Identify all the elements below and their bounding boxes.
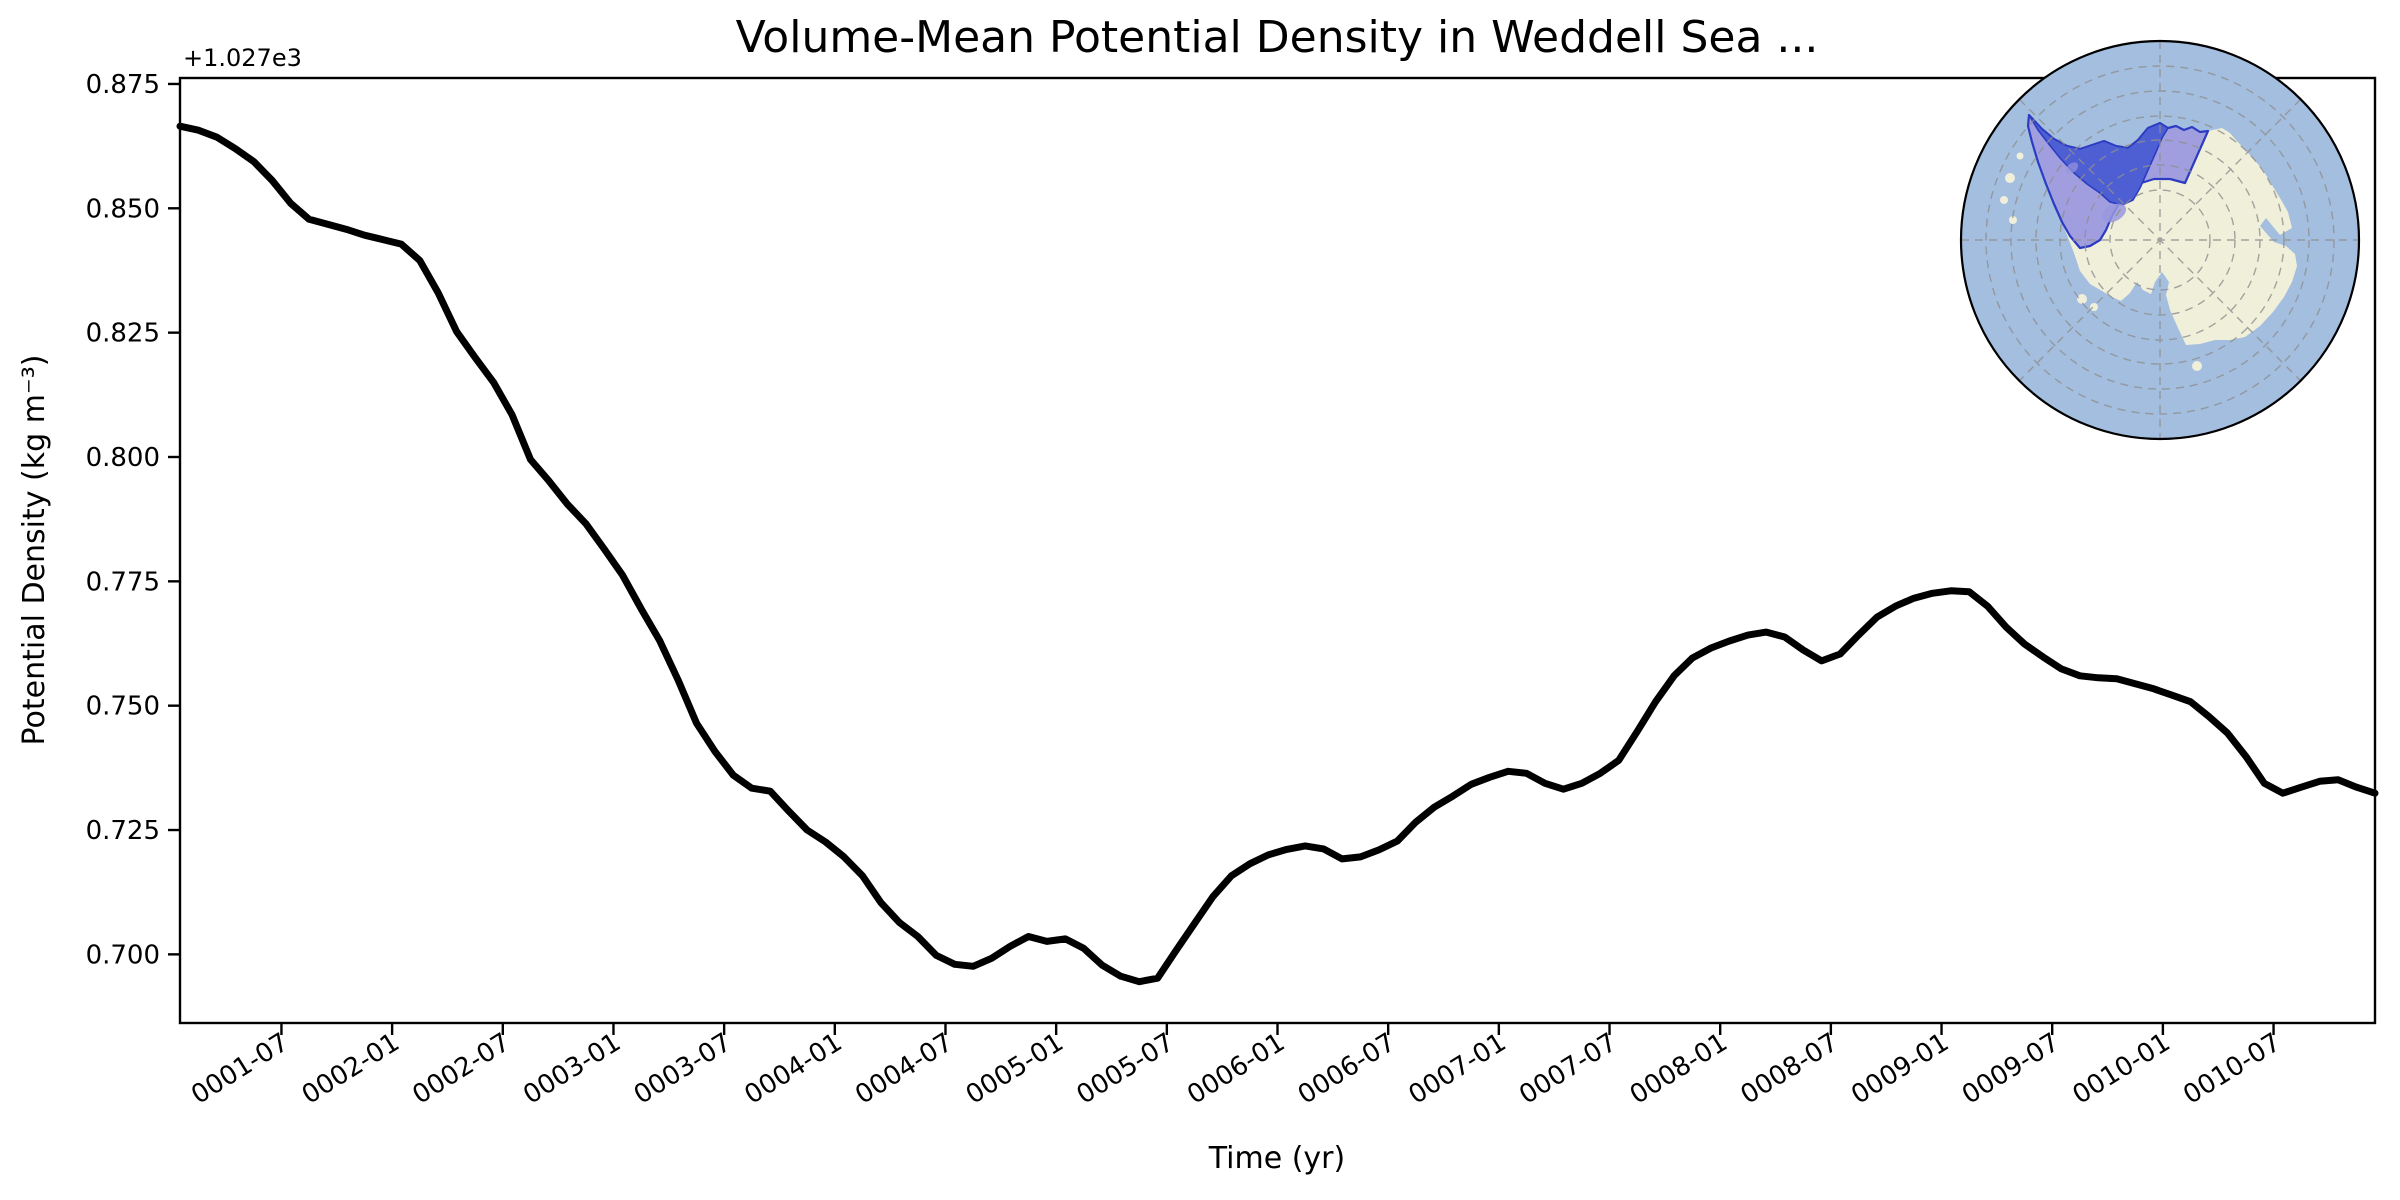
y-tick-label: 0.700: [86, 940, 160, 970]
y-tick-label: 0.775: [86, 567, 160, 597]
x-tick-label: 0008-01: [1625, 1027, 1733, 1110]
antarctica-landmass: [2000, 115, 2297, 371]
x-tick-label: 0006-07: [1293, 1027, 1401, 1110]
island: [2005, 173, 2015, 183]
x-tick-label: 0003-01: [518, 1027, 626, 1110]
x-tick-label: 0010-07: [2178, 1027, 2286, 1110]
map-graticule: [1961, 41, 2359, 439]
map-border-circle: [1959, 39, 2361, 441]
x-tick-label: 0001-07: [186, 1027, 294, 1110]
island: [2000, 196, 2008, 204]
x-tick-label: 0008-07: [1736, 1027, 1844, 1110]
island: [2009, 216, 2017, 224]
x-tick-label: 0009-07: [1957, 1027, 2065, 1110]
x-tick-label: 0003-07: [629, 1027, 737, 1110]
ice-rise-patch: [2101, 203, 2127, 223]
island: [2090, 303, 2098, 311]
weddell-sea-area: [2028, 114, 2169, 206]
y-axis-offset-text: +1.027e3: [183, 44, 302, 72]
island: [2192, 361, 2202, 371]
y-tick-label: 0.725: [86, 816, 160, 846]
latitude-circle: [2109, 189, 2211, 291]
y-tick-label: 0.825: [86, 319, 160, 349]
x-tick-label: 0002-07: [407, 1027, 515, 1110]
y-tick-label: 0.800: [86, 443, 160, 473]
y-tick-label: 0.750: [86, 692, 160, 722]
island: [2077, 294, 2087, 304]
x-tick-label: 0005-07: [1072, 1027, 1180, 1110]
chart-title: Volume-Mean Potential Density in Weddell…: [736, 12, 1819, 63]
x-axis-ticks: 0001-07 0002-01 0002-07 0003-01 0003-07 0004-…: [186, 1023, 2286, 1111]
island: [2016, 152, 2024, 160]
y-tick-label: 0.850: [86, 194, 160, 224]
meridian-line: [2018, 98, 2302, 382]
latitude-circle: [1985, 65, 2335, 415]
y-axis-ticks: 0.700 0.725 0.750 0.775 0.800 0.825 0.850 0.875: [86, 70, 180, 970]
data-line-group: [176, 122, 2379, 986]
x-tick-label: 0004-07: [850, 1027, 958, 1110]
y-tick-label: 0.875: [86, 70, 160, 100]
x-tick-label: 0006-01: [1182, 1027, 1290, 1110]
x-tick-label: 0002-01: [297, 1027, 405, 1110]
ice-rise-patch: [2065, 162, 2079, 174]
x-tick-label: 0004-01: [739, 1027, 847, 1110]
x-tick-label: 0010-01: [2068, 1027, 2176, 1110]
x-axis-label: Time (yr): [1208, 1141, 1345, 1176]
inset-map: [1959, 39, 2361, 441]
x-tick-label: 0007-07: [1514, 1027, 1622, 1110]
x-tick-label: 0005-01: [961, 1027, 1069, 1110]
y-axis-label: Potential Density (kg m⁻³): [17, 355, 52, 746]
antarctica-outline: [2027, 115, 2297, 345]
potential-density-line: [176, 122, 2379, 986]
x-tick-label: 0009-01: [1846, 1027, 1954, 1110]
x-tick-label: 0007-01: [1404, 1027, 1512, 1110]
